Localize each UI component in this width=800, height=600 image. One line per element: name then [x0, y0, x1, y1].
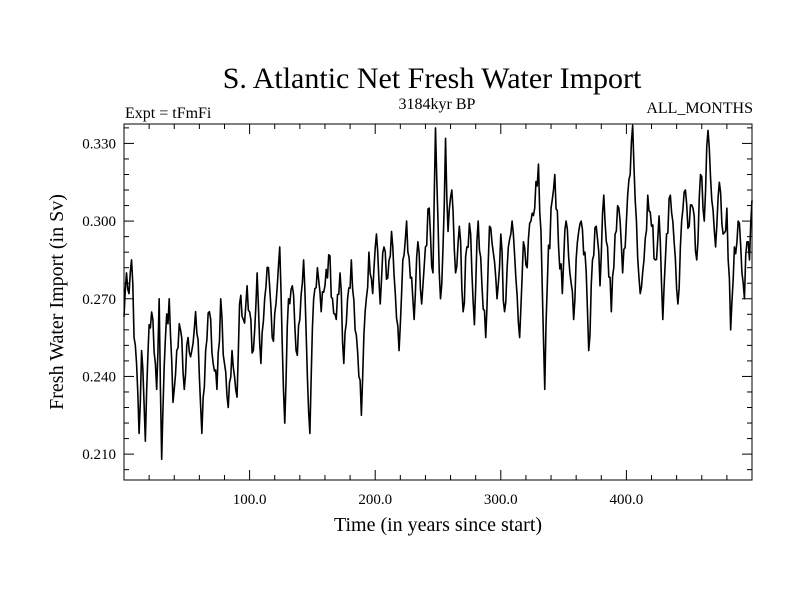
series-line	[123, 124, 753, 461]
x-tick-label: 100.0	[233, 492, 267, 508]
chart-title: S. Atlantic Net Fresh Water Import	[223, 62, 642, 95]
x-tick-label: 400.0	[610, 492, 644, 508]
x-tick-label: 200.0	[358, 492, 392, 508]
plot-area	[123, 124, 753, 461]
experiment-label: Expt = tFmFi	[125, 105, 212, 122]
plot-frame	[123, 123, 753, 481]
y-tick-label: 0.210	[82, 447, 116, 463]
y-tick-label: 0.270	[82, 292, 116, 308]
y-axis-label: Fresh Water Import (in Sv)	[46, 194, 68, 410]
x-tick-label: 300.0	[484, 492, 518, 508]
axes-group: 100.0 200.0 300.0 400.0 0.210 0.240 0.270 0.300…	[82, 124, 752, 508]
y-tick-label: 0.240	[82, 369, 116, 385]
time-period-label: 3184kyr BP	[399, 96, 476, 113]
y-tick-label: 0.330	[82, 136, 116, 152]
x-axis-label: Time (in years since start)	[334, 514, 542, 536]
months-label: ALL_MONTHS	[646, 100, 753, 117]
y-tick-label: 0.300	[82, 214, 116, 230]
